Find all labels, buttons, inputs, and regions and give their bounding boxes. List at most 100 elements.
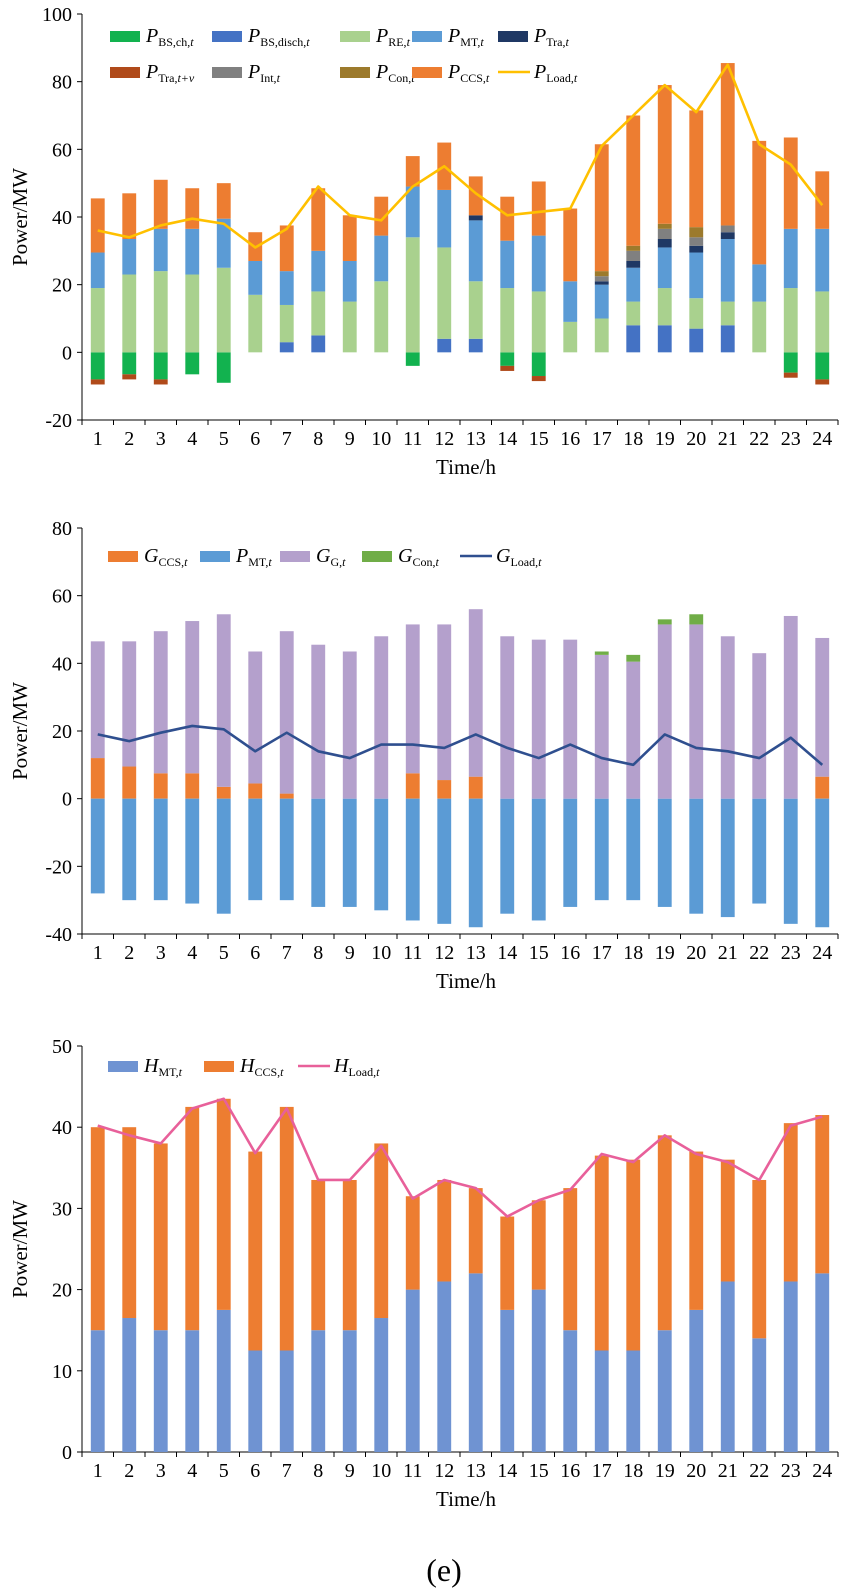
x-tick-label: 21 bbox=[718, 428, 738, 450]
x-tick-label: 12 bbox=[434, 1460, 454, 1482]
legend-swatch bbox=[340, 31, 370, 42]
bar-pmt bbox=[437, 798, 452, 924]
bar-hmt bbox=[185, 1330, 200, 1452]
bar-pre bbox=[500, 288, 515, 353]
bar-hmt bbox=[783, 1281, 798, 1452]
bar-gcon bbox=[657, 619, 672, 625]
legend-swatch bbox=[280, 551, 310, 562]
bar-hmt bbox=[594, 1350, 609, 1452]
x-tick-label: 20 bbox=[686, 942, 706, 964]
x-tick-label: 12 bbox=[434, 428, 454, 450]
legend-label: PTra,t bbox=[533, 25, 569, 49]
bar-gg bbox=[594, 654, 609, 799]
bar-gg bbox=[122, 641, 137, 767]
bar-pmt bbox=[122, 238, 137, 275]
x-tick-label: 8 bbox=[313, 942, 323, 964]
bar-gg bbox=[752, 653, 767, 799]
x-tick-label: 20 bbox=[686, 1460, 706, 1482]
x-tick-label: 9 bbox=[345, 1460, 355, 1482]
legend-swatch bbox=[108, 551, 138, 562]
bar-hccs bbox=[720, 1159, 735, 1282]
bar-pre bbox=[405, 237, 420, 353]
bar-pmt bbox=[468, 798, 483, 928]
bar-hmt bbox=[563, 1330, 578, 1452]
bar-pccs bbox=[500, 196, 515, 241]
bar-pmt bbox=[374, 798, 389, 911]
bar-hccs bbox=[374, 1143, 389, 1319]
bar-pint bbox=[657, 228, 672, 239]
legend-swatch bbox=[412, 67, 442, 78]
bar-pre bbox=[90, 288, 105, 353]
legend-swatch bbox=[412, 31, 442, 42]
y-tick-label: 40 bbox=[52, 207, 72, 229]
bar-hmt bbox=[342, 1330, 357, 1452]
bar-pmt bbox=[311, 798, 326, 907]
bar-hmt bbox=[500, 1309, 515, 1452]
legend-swatch bbox=[340, 67, 370, 78]
y-tick-label: 80 bbox=[52, 72, 72, 94]
bar-pre bbox=[563, 321, 578, 353]
x-tick-label: 1 bbox=[93, 1460, 103, 1482]
x-tick-label: 2 bbox=[124, 942, 134, 964]
x-tick-label: 6 bbox=[250, 428, 260, 450]
bar-pre bbox=[657, 288, 672, 326]
bar-pbs-ch bbox=[815, 352, 830, 380]
y-tick-label: 40 bbox=[52, 653, 72, 675]
bar-pmt bbox=[531, 235, 546, 292]
x-tick-label: 19 bbox=[655, 1460, 675, 1482]
bar-hccs bbox=[248, 1151, 263, 1351]
bar-pccs bbox=[752, 140, 767, 265]
bar-ptra-t-v bbox=[90, 379, 105, 385]
bar-pre bbox=[185, 274, 200, 353]
bar-ptra bbox=[468, 215, 483, 221]
y-tick-label: 0 bbox=[62, 1442, 72, 1464]
x-tick-label: 16 bbox=[560, 1460, 580, 1482]
bar-pmt bbox=[752, 264, 767, 302]
bar-gg bbox=[815, 637, 830, 777]
bar-pbs-ch bbox=[783, 352, 798, 373]
bar-pmt bbox=[720, 798, 735, 918]
x-tick-label: 17 bbox=[592, 942, 612, 964]
bar-pccs bbox=[279, 225, 294, 272]
bar-hccs bbox=[90, 1127, 105, 1331]
bar-pmt bbox=[815, 228, 830, 292]
legend-swatch bbox=[110, 31, 140, 42]
bar-hmt bbox=[374, 1318, 389, 1452]
bar-pint bbox=[626, 250, 641, 261]
bar-ptra-t-v bbox=[122, 374, 137, 380]
bar-pbs-ch bbox=[185, 352, 200, 375]
bar-pccs bbox=[311, 188, 326, 251]
y-tick-label: -20 bbox=[45, 856, 72, 878]
bar-pmt bbox=[279, 271, 294, 305]
bar-hccs bbox=[342, 1179, 357, 1331]
bar-pccs bbox=[216, 183, 231, 219]
bar-pbs-ch bbox=[500, 352, 515, 366]
legend-label: PLoad,t bbox=[533, 61, 578, 85]
bar-pbs-disch bbox=[720, 325, 735, 353]
bar-hmt bbox=[720, 1281, 735, 1452]
bar-pccs bbox=[374, 196, 389, 236]
bar-hmt bbox=[216, 1309, 231, 1452]
bar-pmt bbox=[311, 250, 326, 292]
y-tick-label: 80 bbox=[52, 518, 72, 540]
bar-ptra-t-v bbox=[153, 379, 168, 385]
y-tick-label: -40 bbox=[45, 924, 72, 946]
bar-pbs-disch bbox=[626, 325, 641, 353]
x-tick-label: 5 bbox=[219, 942, 229, 964]
bar-hccs bbox=[437, 1179, 452, 1282]
bar-pre bbox=[531, 291, 546, 353]
bar-pmt bbox=[248, 798, 263, 901]
x-tick-label: 1 bbox=[93, 428, 103, 450]
bar-gg bbox=[720, 636, 735, 799]
bar-pmt bbox=[594, 798, 609, 901]
x-tick-label: 16 bbox=[560, 428, 580, 450]
bar-pmt bbox=[185, 798, 200, 904]
bar-gg bbox=[279, 631, 294, 794]
bar-pbs-disch bbox=[279, 342, 294, 353]
bar-gg bbox=[689, 624, 704, 799]
bar-hccs bbox=[626, 1159, 641, 1351]
legend-label: GG,t bbox=[316, 545, 346, 569]
bar-pmt bbox=[185, 228, 200, 275]
x-tick-label: 8 bbox=[313, 428, 323, 450]
bar-pccs bbox=[720, 63, 735, 226]
